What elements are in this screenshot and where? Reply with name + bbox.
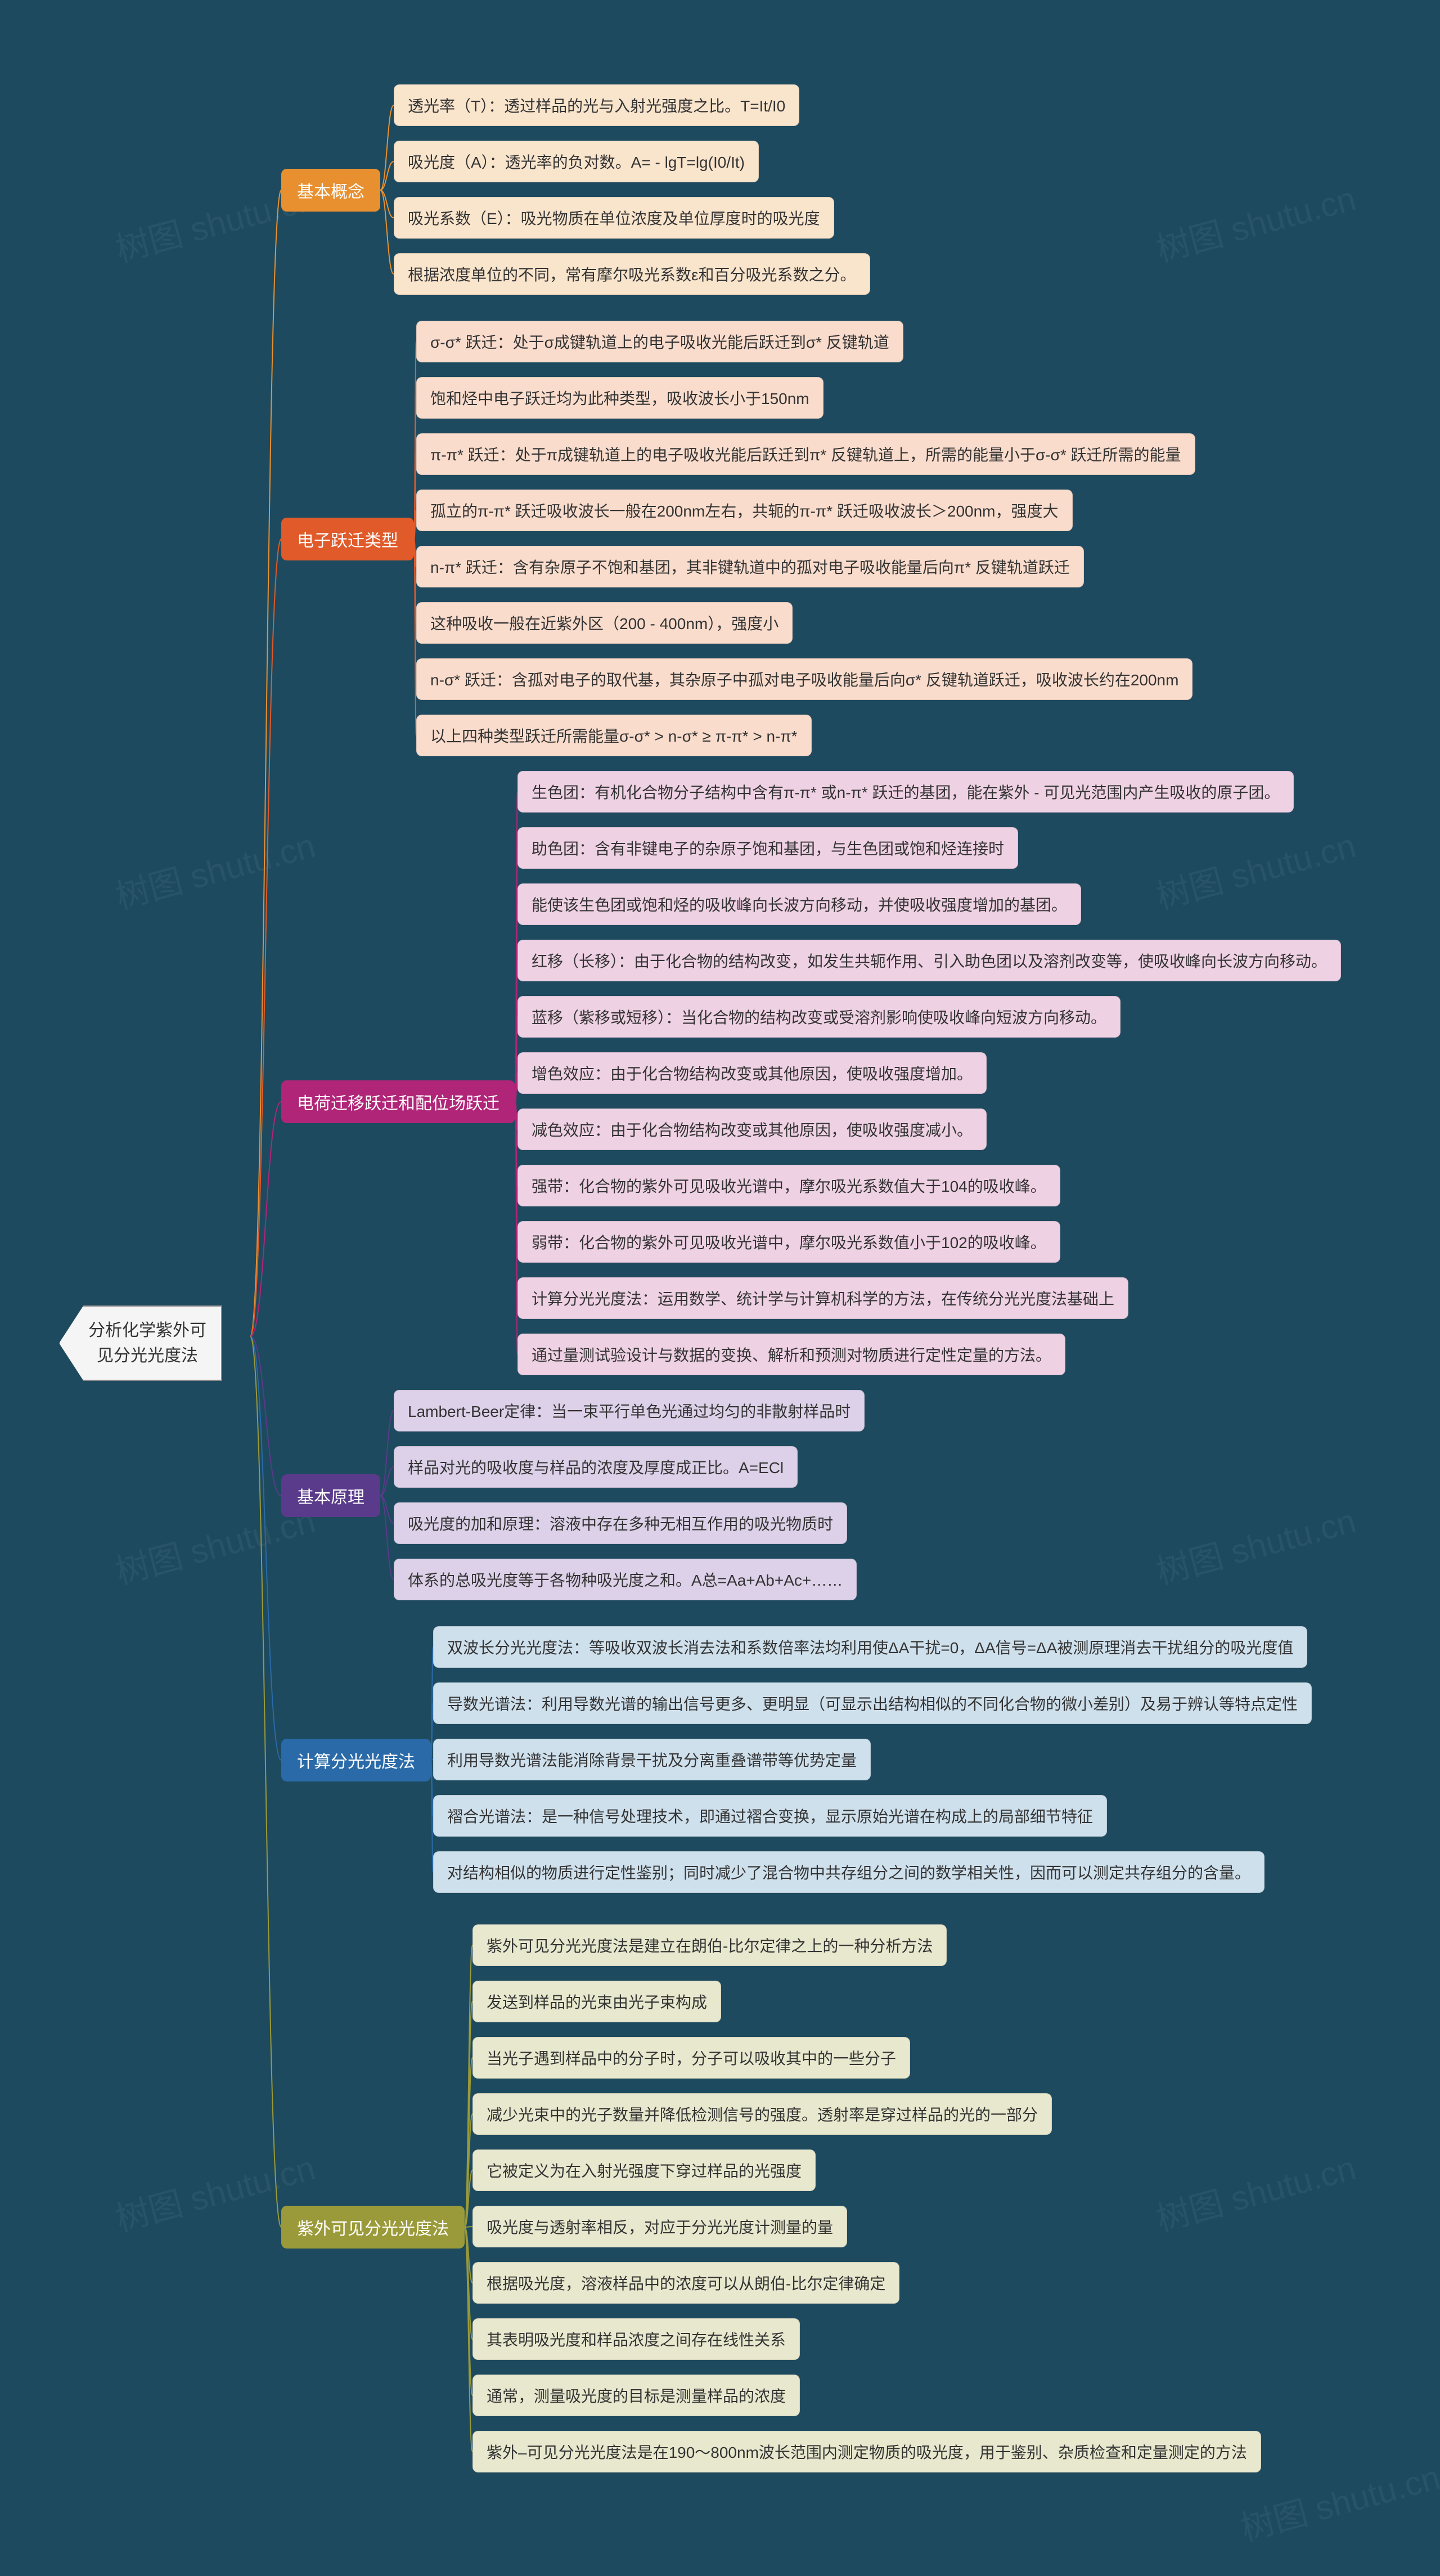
- branch-b3: 电荷迁移跃迁和配位场跃迁: [281, 1080, 515, 1123]
- leaf-node: 双波长分光光度法：等吸收双波长消去法和系数倍率法均利用使ΔA干扰=0，ΔA信号=…: [433, 1626, 1307, 1668]
- leaf-node: n-π* 跃迁：含有杂原子不饱和基团，其非键轨道中的孤对电子吸收能量后向π* 反…: [416, 546, 1084, 587]
- leaf-node: 根据吸光度，溶液样品中的浓度可以从朗伯-比尔定律确定: [472, 2262, 899, 2304]
- leaf-node: 紫外可见分光光度法是建立在朗伯-比尔定律之上的一种分析方法: [472, 1924, 947, 1966]
- leaf-node: 当光子遇到样品中的分子时，分子可以吸收其中的一些分子: [472, 2037, 910, 2079]
- root-label: 分析化学紫外可见分光光度法: [88, 1321, 206, 1365]
- leaf-node: 吸光度（A）：透光率的负对数。A= - lgT=lg(I0/It): [394, 141, 759, 182]
- branch-b6: 紫外可见分光光度法: [281, 2206, 465, 2249]
- leaf-node: 能使该生色团或饱和烃的吸收峰向长波方向移动，并使吸收强度增加的基团。: [518, 883, 1081, 925]
- leaf-node: 通常，测量吸光度的目标是测量样品的浓度: [472, 2375, 800, 2416]
- leaf-node: 减少光束中的光子数量并降低检测信号的强度。透射率是穿过样品的光的一部分: [472, 2093, 1052, 2135]
- leaf-node: 吸光度的加和原理：溶液中存在多种无相互作用的吸光物质时: [394, 1502, 847, 1544]
- leaf-node: 紫外–可见分光光度法是在190～800nm波长范围内测定物质的吸光度，用于鉴别、…: [472, 2431, 1261, 2472]
- leaf-node: 计算分光光度法：运用数学、统计学与计算机科学的方法，在传统分光光度法基础上: [518, 1277, 1128, 1319]
- leaf-node: 发送到样品的光束由光子束构成: [472, 1981, 721, 2022]
- leaf-node: 体系的总吸光度等于各物种吸光度之和。A总=Aa+Ab+Ac+……: [394, 1559, 857, 1600]
- leaf-node: 透光率（T）：透过样品的光与入射光强度之比。T=It/I0: [394, 84, 799, 126]
- leaf-node: 蓝移（紫移或短移）：当化合物的结构改变或受溶剂影响使吸收峰向短波方向移动。: [518, 996, 1120, 1038]
- leaf-node: 减色效应：由于化合物结构改变或其他原因，使吸收强度减小。: [518, 1109, 987, 1150]
- leaf-node: 这种吸收一般在近紫外区（200 - 400nm），强度小: [416, 602, 793, 644]
- branch-b2: 电子跃迁类型: [281, 518, 414, 560]
- branch-b5: 计算分光光度法: [281, 1739, 431, 1781]
- leaf-node: 导数光谱法：利用导数光谱的输出信号更多、更明显（可显示出结构相似的不同化合物的微…: [433, 1682, 1312, 1724]
- leaf-node: 根据浓度单位的不同，常有摩尔吸光系数ε和百分吸光系数之分。: [394, 253, 870, 295]
- leaf-node: 红移（长移）：由于化合物的结构改变，如发生共轭作用、引入助色团以及溶剂改变等，使…: [518, 940, 1341, 981]
- leaf-node: 生色团：有机化合物分子结构中含有π-π* 或n-π* 跃迁的基团，能在紫外 - …: [518, 771, 1294, 813]
- leaf-node: 通过量测试验设计与数据的变换、解析和预测对物质进行定性定量的方法。: [518, 1334, 1065, 1375]
- leaf-node: 增色效应：由于化合物结构改变或其他原因，使吸收强度增加。: [518, 1052, 987, 1094]
- leaf-node: n-σ* 跃迁：含孤对电子的取代基，其杂原子中孤对电子吸收能量后向σ* 反键轨道…: [416, 658, 1192, 700]
- watermark: 树图 shutu.cn: [110, 818, 320, 918]
- watermark: 树图 shutu.cn: [1150, 171, 1361, 271]
- leaf-node: 它被定义为在入射光强度下穿过样品的光强度: [472, 2149, 816, 2191]
- leaf-node: 褶合光谱法：是一种信号处理技术，即通过褶合变换，显示原始光谱在构成上的局部细节特…: [433, 1795, 1107, 1837]
- watermark: 树图 shutu.cn: [1150, 2140, 1361, 2241]
- leaf-node: π-π* 跃迁：处于π成键轨道上的电子吸收光能后跃迁到π* 反键轨道上，所需的能…: [416, 433, 1195, 475]
- leaf-node: 吸光系数（E）：吸光物质在单位浓度及单位厚度时的吸光度: [394, 197, 834, 239]
- leaf-node: Lambert-Beer定律：当一束平行单色光通过均匀的非散射样品时: [394, 1390, 865, 1431]
- leaf-node: 利用导数光谱法能消除背景干扰及分离重叠谱带等优势定量: [433, 1739, 871, 1780]
- leaf-node: 以上四种类型跃迁所需能量σ-σ* > n-σ* ≥ π-π* > n-π*: [416, 715, 812, 756]
- watermark: 树图 shutu.cn: [1150, 818, 1361, 918]
- leaf-node: σ-σ* 跃迁：处于σ成键轨道上的电子吸收光能后跃迁到σ* 反键轨道: [416, 321, 903, 362]
- leaf-node: 对结构相似的物质进行定性鉴别；同时减少了混合物中共存组分之间的数学相关性，因而可…: [433, 1851, 1264, 1893]
- leaf-node: 样品对光的吸收度与样品的浓度及厚度成正比。A=ECl: [394, 1446, 798, 1488]
- leaf-node: 其表明吸光度和样品浓度之间存在线性关系: [472, 2318, 800, 2360]
- branch-b4: 基本原理: [281, 1474, 380, 1517]
- watermark: 树图 shutu.cn: [1150, 1493, 1361, 1594]
- root-node: 分析化学紫外可见分光光度法: [59, 1305, 222, 1381]
- watermark: 树图 shutu.cn: [1235, 2450, 1440, 2550]
- leaf-node: 强带：化合物的紫外可见吸收光谱中，摩尔吸光系数值大于104的吸收峰。: [518, 1165, 1060, 1206]
- leaf-node: 弱带：化合物的紫外可见吸收光谱中，摩尔吸光系数值小于102的吸收峰。: [518, 1221, 1060, 1263]
- leaf-node: 吸光度与透射率相反，对应于分光光度计测量的量: [472, 2206, 847, 2247]
- leaf-node: 助色团：含有非键电子的杂原子饱和基团，与生色团或饱和烃连接时: [518, 827, 1018, 869]
- branch-b1: 基本概念: [281, 169, 380, 212]
- leaf-node: 孤立的π-π* 跃迁吸收波长一般在200nm左右，共轭的π-π* 跃迁吸收波长＞…: [416, 490, 1073, 531]
- leaf-node: 饱和烃中电子跃迁均为此种类型，吸收波长小于150nm: [416, 377, 824, 419]
